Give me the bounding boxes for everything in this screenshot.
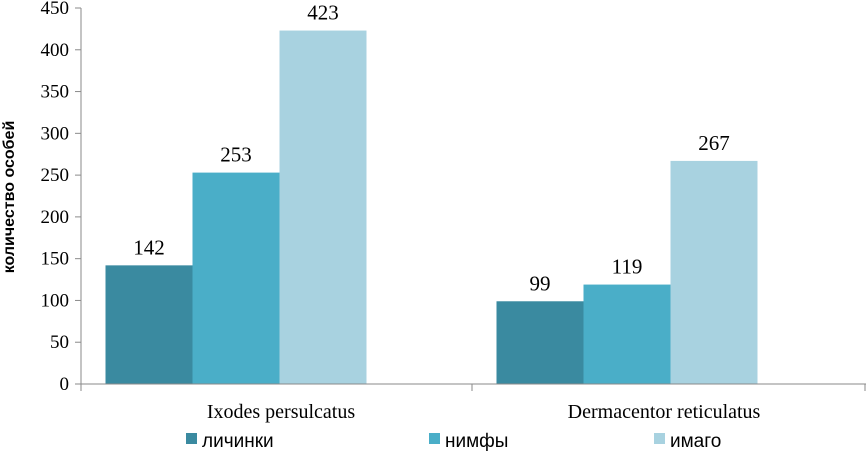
y-tick-label: 400 [41, 40, 70, 61]
data-label: 423 [307, 1, 339, 25]
y-tick-label: 250 [41, 165, 70, 186]
data-label: 142 [133, 235, 165, 259]
data-labels: 142 253 423 99 119 267 [133, 1, 730, 296]
y-tick-label: 200 [41, 207, 70, 228]
category-label: Dermacentor reticulatus [568, 401, 761, 423]
bar-1-1 [105, 265, 193, 384]
bar-3-2 [670, 160, 758, 384]
legend-label: личинки [202, 431, 274, 452]
legend: личинки нимфы имаго [186, 431, 721, 452]
data-label: 119 [612, 255, 643, 279]
data-label: 99 [530, 271, 551, 295]
y-axis-label: количество особей [1, 121, 18, 274]
y-tick-label: 0 [60, 374, 70, 395]
y-tick-label: 100 [41, 290, 70, 311]
data-label: 267 [698, 131, 730, 155]
legend-swatch [654, 433, 665, 444]
y-axis-ticks: 0 50 100 150 200 250 300 350 400 450 [41, 0, 81, 395]
legend-swatch [186, 433, 197, 444]
bar-3-1 [279, 30, 367, 385]
bar-2-2 [583, 284, 671, 384]
bar-2-1 [192, 172, 280, 384]
bars [105, 30, 758, 385]
category-label: Ixodes persulcatus [207, 401, 356, 423]
y-tick-label: 300 [41, 123, 70, 144]
axes [80, 8, 866, 391]
y-tick-label: 350 [41, 82, 70, 103]
legend-swatch [429, 433, 440, 444]
legend-label: имаго [670, 431, 721, 452]
bar-1-2 [496, 301, 584, 384]
category-labels: Ixodes persulcatus Dermacentor reticulatu… [207, 401, 761, 423]
y-tick-label: 450 [41, 0, 70, 19]
data-label: 253 [220, 143, 252, 167]
y-tick-label: 150 [41, 249, 70, 270]
legend-label: нимфы [445, 431, 508, 452]
y-tick-label: 50 [50, 332, 69, 353]
